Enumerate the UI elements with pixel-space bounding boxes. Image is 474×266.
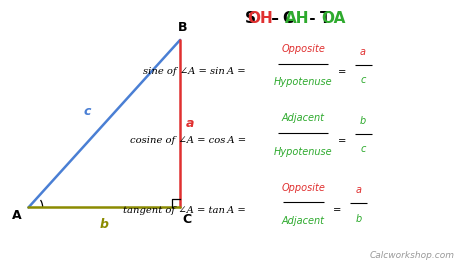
Text: a: a [185, 117, 194, 130]
Text: Calcworkshop.com: Calcworkshop.com [370, 251, 455, 260]
Text: c: c [84, 105, 91, 118]
Text: a: a [356, 185, 362, 195]
Text: OH: OH [247, 11, 273, 26]
Text: =: = [337, 67, 346, 77]
Text: C: C [282, 11, 293, 26]
Text: c: c [360, 144, 366, 155]
Text: Hypotenuse: Hypotenuse [274, 77, 333, 88]
Text: OA: OA [322, 11, 346, 26]
Text: B: B [178, 22, 187, 34]
Text: b: b [356, 214, 362, 224]
Text: S: S [245, 11, 256, 26]
Text: b: b [100, 218, 109, 231]
Text: =: = [337, 136, 346, 146]
Text: C: C [182, 213, 192, 226]
Text: Hypotenuse: Hypotenuse [274, 147, 333, 157]
Text: T: T [319, 11, 330, 26]
Text: cosine of ∠A = cos A =: cosine of ∠A = cos A = [129, 136, 249, 146]
Text: –: – [266, 11, 284, 26]
Text: AH: AH [285, 11, 309, 26]
Text: tangent of ∠A = tan A =: tangent of ∠A = tan A = [123, 206, 249, 215]
Text: c: c [360, 75, 366, 85]
Text: b: b [360, 116, 366, 126]
Text: -: - [304, 11, 321, 26]
Text: A: A [12, 209, 21, 222]
Text: =: = [333, 205, 341, 215]
Text: Adjacent: Adjacent [282, 216, 325, 226]
Text: Adjacent: Adjacent [282, 113, 325, 123]
Text: Opposite: Opposite [282, 44, 325, 54]
Text: a: a [360, 47, 366, 57]
Text: sine of ∠A = sin A =: sine of ∠A = sin A = [143, 67, 249, 76]
Text: Opposite: Opposite [282, 182, 325, 193]
